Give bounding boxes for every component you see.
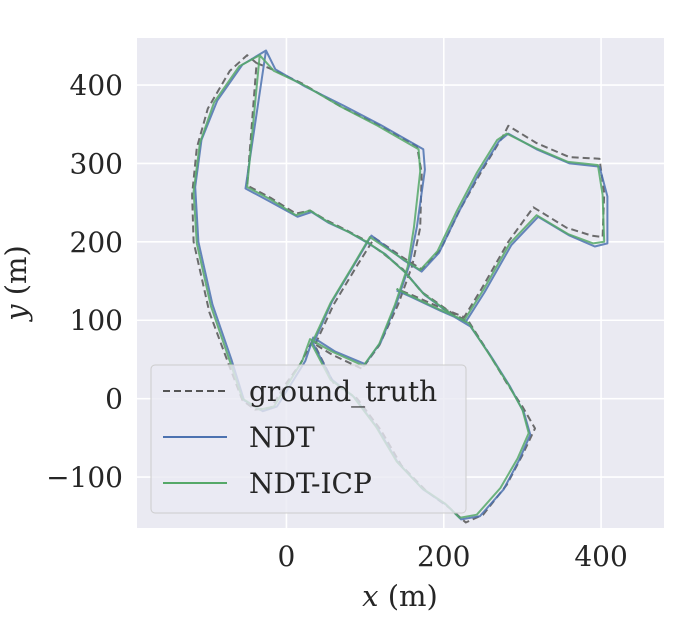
x-tick-label-0: 0 bbox=[278, 540, 296, 573]
x-axis-label: x (m) bbox=[362, 579, 438, 613]
legend-label-ground-truth: ground_truth bbox=[249, 375, 437, 408]
x-tick-label-1: 200 bbox=[417, 540, 470, 573]
y-axis-label: y (m) bbox=[0, 245, 33, 323]
x-axis-label-unit: (m) bbox=[379, 579, 438, 613]
series-layer bbox=[191, 49, 609, 524]
y-axis-label-var: y bbox=[0, 304, 33, 323]
legend-label-ndt-icp: NDT-ICP bbox=[249, 467, 372, 500]
y-tick-label-0: −100 bbox=[46, 461, 123, 494]
y-axis-label-unit: (m) bbox=[0, 245, 33, 304]
tick-labels: 0 200 400 −100 0 100 200 300 400 bbox=[46, 69, 628, 573]
series-line-ndt-icp bbox=[192, 54, 606, 519]
y-tick-label-3: 200 bbox=[70, 226, 123, 259]
x-axis-label-var: x bbox=[362, 579, 378, 613]
legend: ground_truth NDT NDT-ICP bbox=[150, 364, 467, 514]
legend-entries: ground_truth NDT NDT-ICP bbox=[163, 375, 437, 500]
y-tick-label-2: 100 bbox=[70, 304, 123, 337]
x-tick-label-2: 400 bbox=[574, 540, 627, 573]
y-tick-label-4: 300 bbox=[70, 147, 123, 180]
y-tick-label-1: 0 bbox=[105, 383, 123, 416]
legend-box bbox=[150, 364, 467, 514]
legend-label-ndt: NDT bbox=[249, 421, 315, 454]
y-tick-label-5: 400 bbox=[70, 69, 123, 102]
